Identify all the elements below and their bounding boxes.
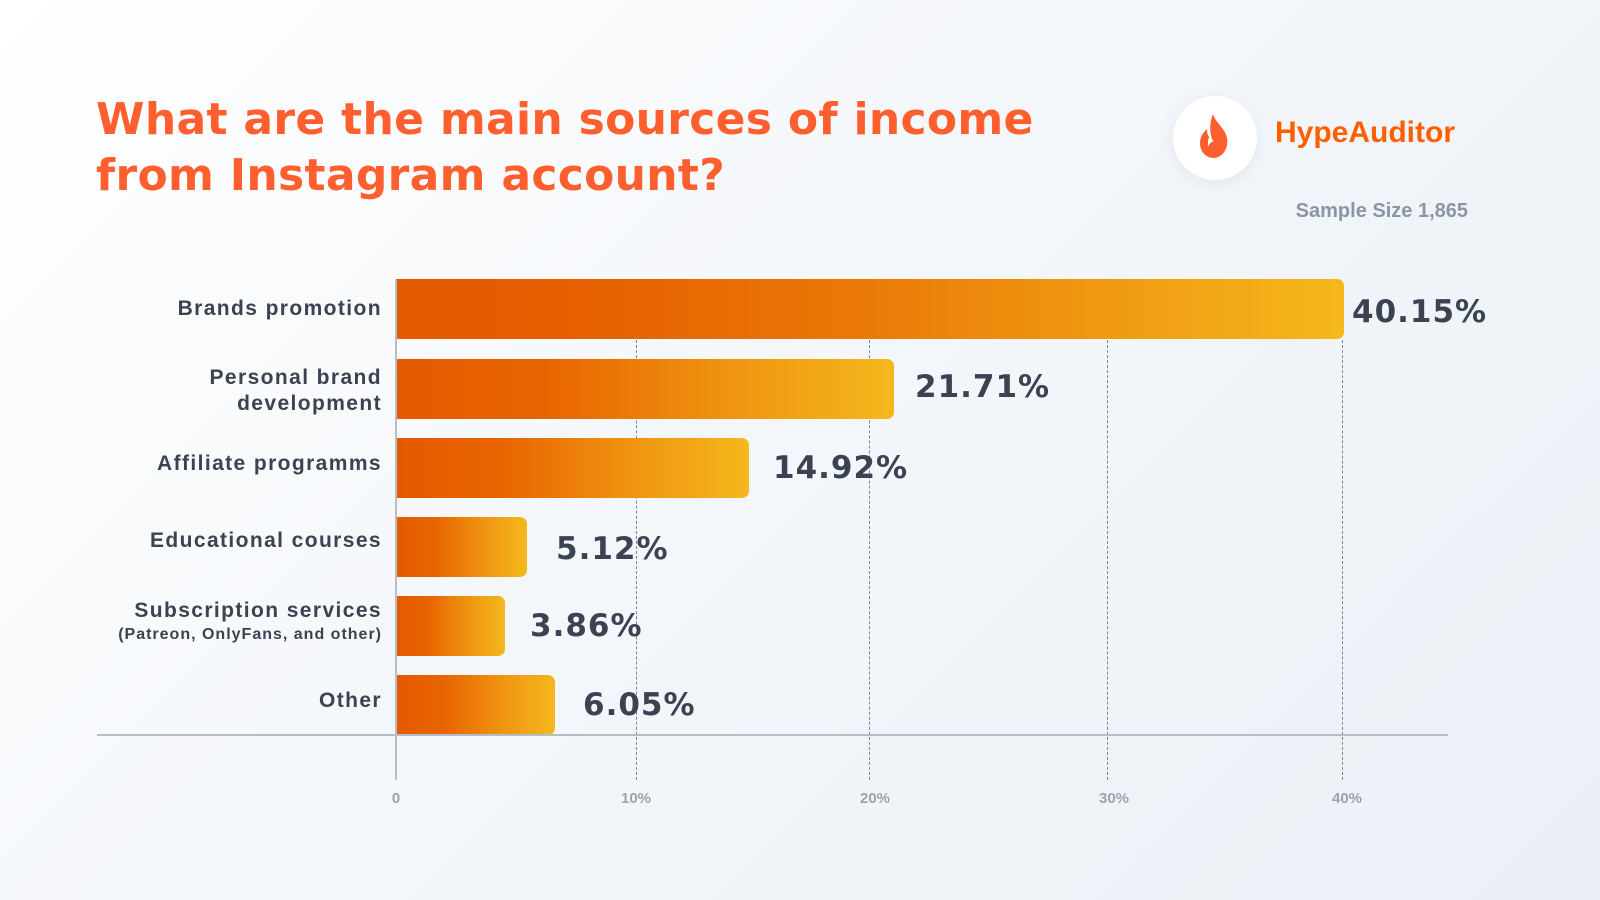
value-label: 40.15%	[1352, 294, 1488, 330]
value-label: 14.92%	[773, 450, 909, 486]
category-label-sub: (Patreon, OnlyFans, and other)	[118, 626, 382, 643]
value-label: 21.71%	[915, 369, 1051, 405]
x-tick: 0	[391, 790, 401, 807]
gridline-20	[869, 340, 870, 780]
chart-title-line-1: What are the main sources of income	[96, 94, 1034, 145]
bar-subscription	[396, 596, 505, 656]
value-label: 3.86%	[530, 608, 643, 644]
x-tick: 20%	[859, 790, 891, 807]
y-axis	[395, 280, 397, 780]
category-label: Educational courses	[150, 529, 382, 552]
value-label: 5.12%	[556, 531, 669, 567]
value-label: 6.05%	[583, 687, 696, 723]
x-axis	[97, 734, 1448, 736]
bar-personal-brand	[396, 359, 894, 419]
category-label: Brands promotion	[177, 297, 382, 320]
gridline-30	[1107, 340, 1108, 780]
bar-educational	[396, 517, 527, 577]
brand-name: HypeAuditor	[1275, 116, 1455, 149]
chart-title: What are the main sources of income from…	[96, 92, 1034, 204]
brand-logo	[1173, 96, 1257, 180]
category-label: Other	[318, 689, 382, 712]
gridline-10	[636, 340, 637, 780]
category-label: Subscription services (Patreon, OnlyFans…	[52, 598, 382, 646]
x-tick: 10%	[620, 790, 652, 807]
category-label-main: Subscription services	[134, 599, 382, 622]
category-label: Affiliate programms	[157, 452, 382, 475]
x-tick: 30%	[1098, 790, 1130, 807]
chart-title-line-2: from Instagram account?	[96, 150, 726, 201]
bar-brands-promotion	[396, 279, 1344, 339]
x-tick: 40%	[1331, 790, 1363, 807]
bar-affiliate	[396, 438, 749, 498]
bar-other	[396, 675, 555, 735]
flame-icon	[1200, 114, 1228, 158]
category-label: Personal brand development	[209, 366, 382, 415]
gridline-40	[1342, 340, 1343, 780]
sample-size: Sample Size 1,865	[1295, 200, 1468, 222]
